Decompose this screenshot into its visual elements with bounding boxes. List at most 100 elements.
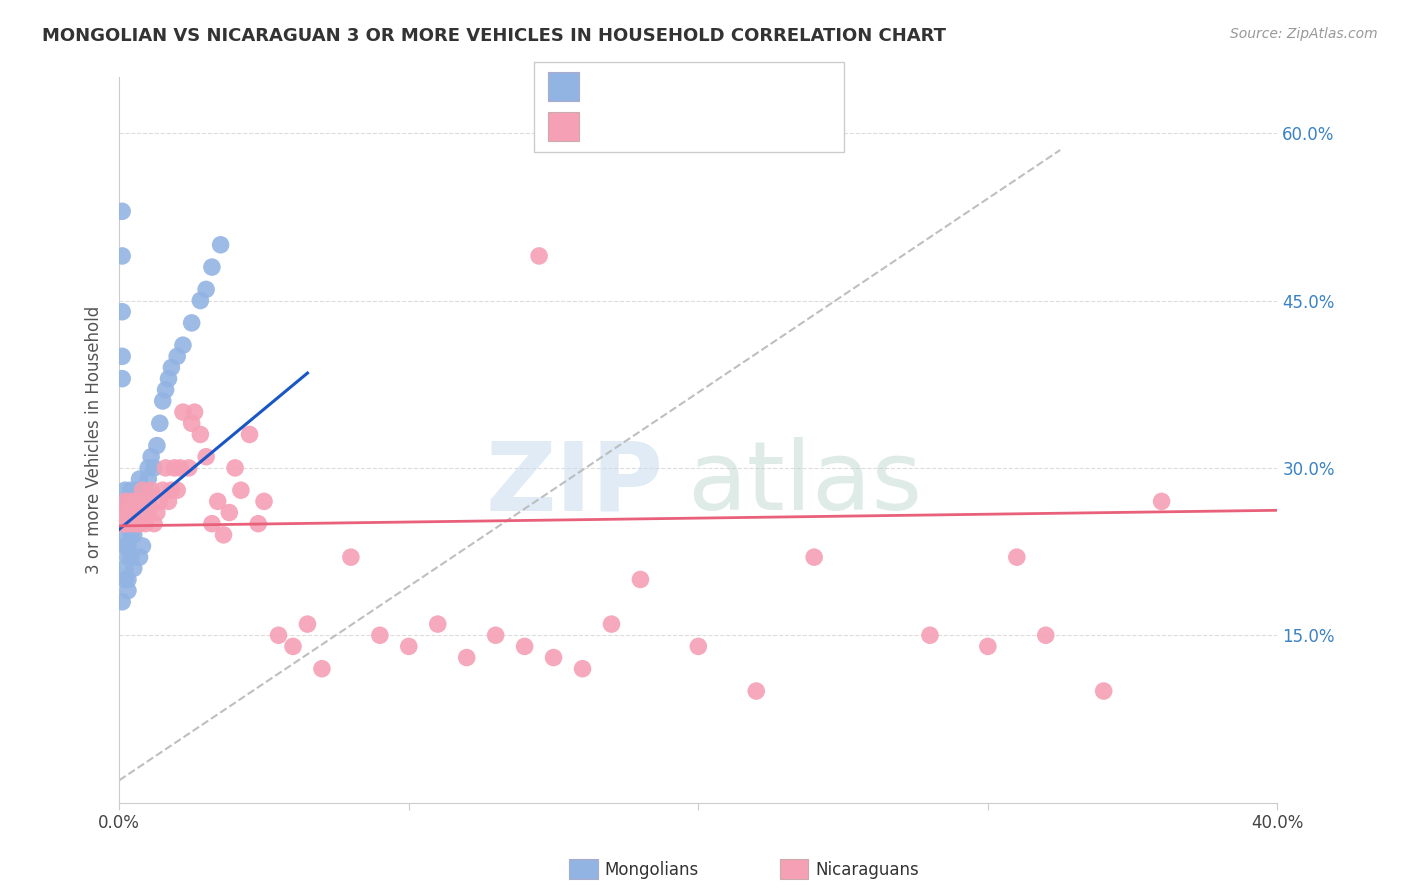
Point [218, 506, 240, 520]
Point [238, 427, 260, 442]
Point [117, 516, 139, 531]
Point [688, 640, 710, 654]
Point [114, 483, 136, 498]
Point [117, 506, 139, 520]
Point [134, 483, 156, 498]
Point [117, 583, 139, 598]
Text: MONGOLIAN VS NICARAGUAN 3 OR MORE VEHICLES IN HOUSEHOLD CORRELATION CHART: MONGOLIAN VS NICARAGUAN 3 OR MORE VEHICL… [42, 27, 946, 45]
Point [160, 360, 183, 375]
Point [169, 461, 191, 475]
Point [120, 494, 142, 508]
Point [918, 628, 941, 642]
Point [114, 494, 136, 508]
Point [136, 461, 159, 475]
Point [125, 506, 148, 520]
Point [128, 506, 150, 520]
Point [131, 506, 153, 520]
Point [122, 494, 145, 508]
Point [297, 617, 319, 632]
Point [803, 550, 825, 565]
Point [152, 394, 174, 409]
Point [166, 483, 188, 498]
Point [117, 550, 139, 565]
Point [114, 573, 136, 587]
Point [163, 461, 186, 475]
Point [149, 494, 172, 508]
Point [125, 494, 148, 508]
Point [253, 494, 276, 508]
Point [513, 640, 536, 654]
Point [111, 506, 134, 520]
Point [120, 528, 142, 542]
Point [368, 628, 391, 642]
Point [143, 461, 166, 475]
Point [120, 516, 142, 531]
Point [114, 494, 136, 508]
Point [600, 617, 623, 632]
Text: atlas: atlas [686, 437, 922, 530]
Point [180, 417, 202, 431]
Y-axis label: 3 or more Vehicles in Household: 3 or more Vehicles in Household [86, 306, 103, 574]
Point [201, 516, 224, 531]
Point [195, 450, 218, 464]
Point [172, 338, 194, 352]
Point [201, 260, 224, 274]
Point [229, 483, 252, 498]
Point [188, 427, 211, 442]
Point [188, 293, 211, 308]
Text: Nicaraguans: Nicaraguans [815, 861, 920, 879]
Point [149, 417, 172, 431]
Point [136, 494, 159, 508]
Point [111, 349, 134, 363]
Point [1005, 550, 1028, 565]
Text: Source: ZipAtlas.com: Source: ZipAtlas.com [1230, 27, 1378, 41]
Point [111, 372, 134, 386]
Point [117, 494, 139, 508]
Point [117, 573, 139, 587]
Text: R = 0.013   N = 70: R = 0.013 N = 70 [588, 118, 758, 136]
Point [157, 494, 180, 508]
Point [1035, 628, 1057, 642]
Point [128, 516, 150, 531]
Point [195, 282, 218, 296]
Point [125, 483, 148, 498]
Point [111, 304, 134, 318]
Point [139, 483, 162, 498]
Point [977, 640, 1000, 654]
Point [212, 528, 235, 542]
Point [155, 461, 177, 475]
Text: ZIP: ZIP [485, 437, 664, 530]
Point [111, 249, 134, 263]
Point [122, 528, 145, 542]
Point [398, 640, 420, 654]
Point [143, 516, 166, 531]
Point [117, 516, 139, 531]
Point [247, 516, 270, 531]
Point [146, 439, 169, 453]
Point [128, 472, 150, 486]
Point [114, 516, 136, 531]
Point [114, 516, 136, 531]
Point [166, 349, 188, 363]
Point [122, 506, 145, 520]
Point [172, 405, 194, 419]
Point [456, 650, 478, 665]
Point [209, 237, 232, 252]
Point [267, 628, 290, 642]
Point [180, 316, 202, 330]
Point [131, 494, 153, 508]
Point [117, 539, 139, 553]
Point [628, 573, 651, 587]
Point [131, 483, 153, 498]
Point [177, 461, 200, 475]
Point [134, 516, 156, 531]
Point [340, 550, 363, 565]
Point [114, 528, 136, 542]
Point [183, 405, 205, 419]
Point [571, 662, 593, 676]
Point [114, 506, 136, 520]
Point [125, 516, 148, 531]
Point [120, 494, 142, 508]
Point [114, 539, 136, 553]
Point [111, 516, 134, 531]
